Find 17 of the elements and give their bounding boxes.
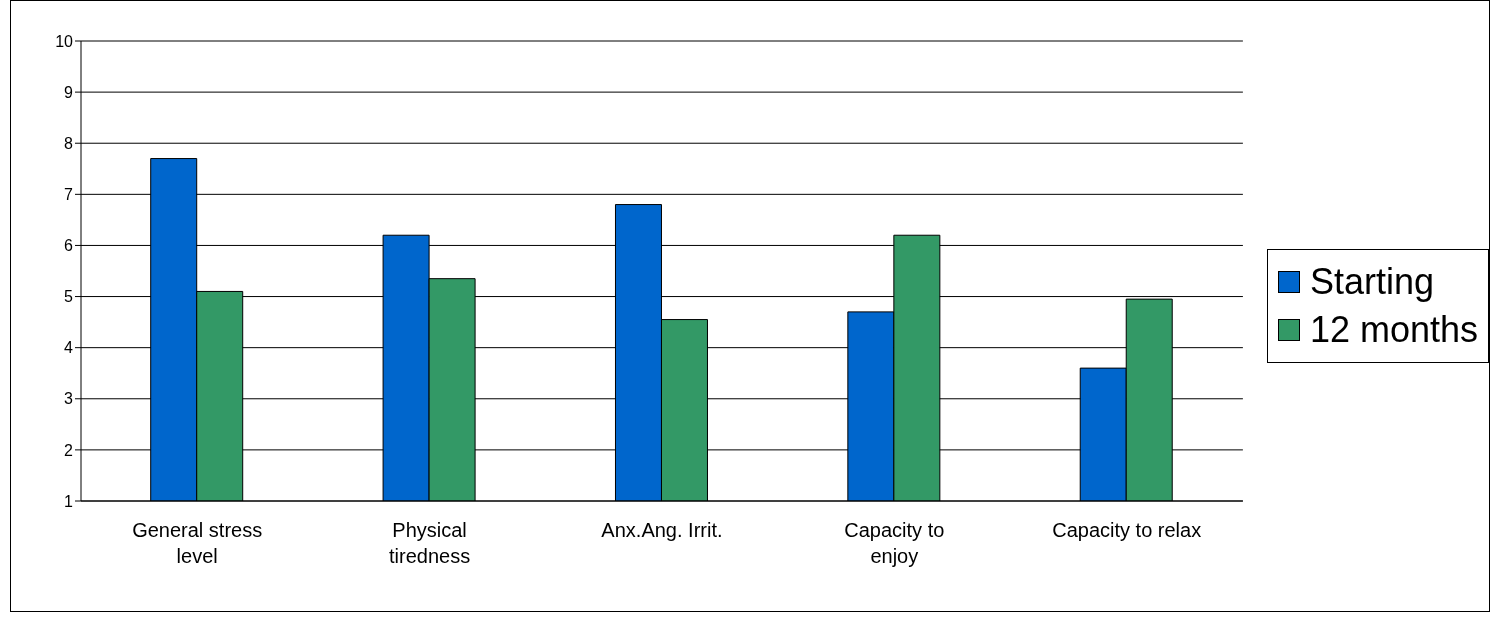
y-tick-label: 3 bbox=[64, 390, 74, 408]
legend-label: Starting bbox=[1309, 261, 1434, 303]
y-tick-label: 7 bbox=[64, 186, 74, 204]
y-tick-label: 5 bbox=[64, 288, 74, 306]
y-tick-label: 9 bbox=[64, 83, 74, 101]
x-tick-label: Anx.Ang. Irrit. bbox=[601, 519, 723, 541]
y-tick-label: 6 bbox=[64, 237, 74, 255]
x-tick-label: Physical tiredness bbox=[388, 519, 471, 567]
legend-label: 12 months bbox=[1309, 309, 1478, 351]
y-tick-label: 8 bbox=[64, 134, 74, 152]
x-tick-label: Capacity to enjoy bbox=[844, 519, 945, 567]
x-tick-label: Capacity to relax bbox=[1052, 519, 1202, 541]
y-tick-label: 4 bbox=[64, 339, 74, 357]
y-tick-label: 1 bbox=[64, 492, 74, 510]
x-tick-label: General stress level bbox=[132, 519, 263, 567]
y-tick-label: 2 bbox=[64, 441, 74, 459]
y-tick-label: 10 bbox=[55, 32, 74, 50]
